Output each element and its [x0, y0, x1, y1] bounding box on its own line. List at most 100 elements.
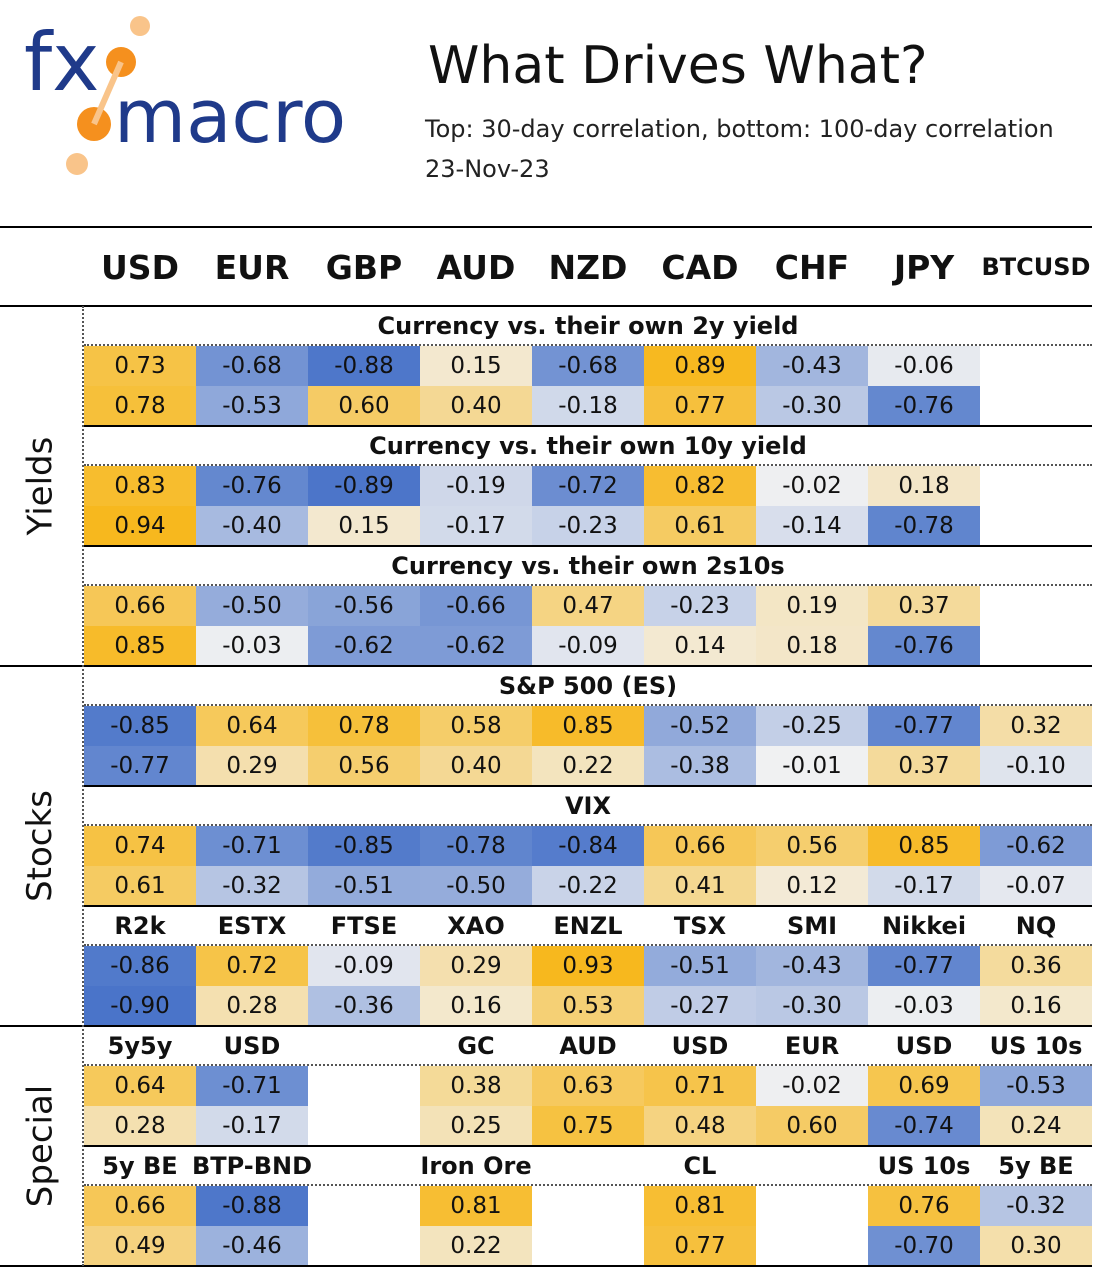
section-header: Currency vs. their own 10y yield	[369, 432, 807, 460]
section-border	[84, 785, 1092, 787]
section-header: US 10s	[989, 1032, 1083, 1060]
section-border	[84, 425, 1092, 427]
correlation-cell: -0.40	[196, 506, 308, 546]
correlation-cell: 0.72	[196, 946, 308, 986]
correlation-cell: -0.76	[868, 386, 980, 426]
column-header: CAD	[661, 247, 739, 287]
section-header: NQ	[1015, 912, 1057, 940]
correlation-cell: -0.23	[532, 506, 644, 546]
logo-connector	[91, 60, 124, 126]
section-border	[84, 545, 1092, 547]
section-header: XAO	[447, 912, 505, 940]
correlation-cell: 0.29	[196, 746, 308, 786]
header: fx macro What Drives What? Top: 30-day c…	[0, 0, 1096, 226]
correlation-cell: -0.25	[756, 706, 868, 746]
section-header: USD	[895, 1032, 953, 1060]
correlation-cell: -0.17	[420, 506, 532, 546]
correlation-cell: -0.89	[308, 466, 420, 506]
section-header: ESTX	[217, 912, 287, 940]
correlation-cell: 0.78	[308, 706, 420, 746]
correlation-cell: -0.90	[84, 986, 196, 1026]
correlation-cell: 0.85	[532, 706, 644, 746]
correlation-cell: 0.37	[868, 746, 980, 786]
correlation-cell: 0.40	[420, 746, 532, 786]
correlation-cell: 0.16	[980, 986, 1092, 1026]
correlation-cell: -0.77	[868, 706, 980, 746]
correlation-cell: -0.71	[196, 1066, 308, 1106]
column-header: JPY	[893, 247, 955, 287]
correlation-cell: 0.94	[84, 506, 196, 546]
correlation-cell: 0.28	[84, 1106, 196, 1146]
correlation-cell: -0.06	[868, 346, 980, 386]
section-header: USD	[223, 1032, 281, 1060]
correlation-cell: 0.77	[644, 1226, 756, 1266]
group-label: Stocks	[0, 666, 80, 1026]
correlation-cell: -0.46	[196, 1226, 308, 1266]
correlation-cell: 0.69	[868, 1066, 980, 1106]
correlation-cell: -0.68	[196, 346, 308, 386]
correlation-cell: 0.66	[644, 826, 756, 866]
correlation-cell: 0.60	[308, 386, 420, 426]
page-subtitle: Top: 30-day correlation, bottom: 100-day…	[425, 115, 1054, 143]
correlation-cell: 0.40	[420, 386, 532, 426]
header-bottom-border	[0, 305, 1092, 307]
section-header: 5y BE	[998, 1152, 1074, 1180]
correlation-cell: 0.85	[868, 826, 980, 866]
correlation-cell: 0.15	[420, 346, 532, 386]
correlation-cell: -0.77	[84, 746, 196, 786]
correlation-cell: -0.77	[868, 946, 980, 986]
correlation-cell: -0.53	[980, 1066, 1092, 1106]
correlation-cell: -0.72	[532, 466, 644, 506]
correlation-cell: 0.89	[644, 346, 756, 386]
correlation-cell: 0.15	[308, 506, 420, 546]
correlation-cell: -0.18	[532, 386, 644, 426]
group-label: Yields	[0, 306, 80, 666]
page-title: What Drives What?	[428, 36, 928, 96]
correlation-cell: -0.23	[644, 586, 756, 626]
correlation-cell: 0.22	[532, 746, 644, 786]
column-header: AUD	[436, 247, 516, 287]
section-header: TSX	[673, 912, 727, 940]
correlation-cell: 0.63	[532, 1066, 644, 1106]
correlation-cell: 0.18	[868, 466, 980, 506]
correlation-cell: 0.74	[84, 826, 196, 866]
correlation-cell: -0.62	[420, 626, 532, 666]
group-label-text: Special	[20, 1084, 61, 1208]
logo-dot	[130, 16, 150, 36]
correlation-cell: -0.17	[196, 1106, 308, 1146]
table-top-border	[0, 226, 1092, 228]
report-date: 23-Nov-23	[425, 155, 550, 183]
correlation-cell: 0.66	[84, 1186, 196, 1226]
section-header: FTSE	[330, 912, 398, 940]
section-header: Nikkei	[881, 912, 967, 940]
correlation-cell: -0.88	[308, 346, 420, 386]
group-label-text: Yields	[20, 436, 61, 536]
correlation-cell: 0.41	[644, 866, 756, 906]
correlation-cell: 0.22	[420, 1226, 532, 1266]
correlation-cell: -0.85	[84, 706, 196, 746]
section-divider	[84, 344, 1092, 346]
correlation-cell: 0.18	[756, 626, 868, 666]
correlation-cell: -0.14	[756, 506, 868, 546]
correlation-cell: -0.78	[868, 506, 980, 546]
correlation-cell: -0.76	[196, 466, 308, 506]
correlation-cell: 0.58	[420, 706, 532, 746]
correlation-cell: 0.56	[308, 746, 420, 786]
correlation-cell: -0.68	[532, 346, 644, 386]
section-header: S&P 500 (ES)	[498, 672, 678, 700]
group-border	[0, 1025, 1092, 1027]
correlation-cell: -0.74	[868, 1106, 980, 1146]
correlation-cell: 0.61	[644, 506, 756, 546]
correlation-cell: -0.66	[420, 586, 532, 626]
section-header: Currency vs. their own 2y yield	[377, 312, 799, 340]
group-border	[0, 665, 1092, 667]
correlation-cell: -0.02	[756, 466, 868, 506]
section-header: EUR	[784, 1032, 840, 1060]
correlation-cell: 0.30	[980, 1226, 1092, 1266]
section-header: 5y BE	[102, 1152, 178, 1180]
column-header: NZD	[548, 247, 628, 287]
logo-text-macro: macro	[114, 74, 346, 160]
fxmacro-logo: fx macro	[24, 16, 346, 175]
section-divider	[84, 704, 1092, 706]
correlation-cell: 0.14	[644, 626, 756, 666]
